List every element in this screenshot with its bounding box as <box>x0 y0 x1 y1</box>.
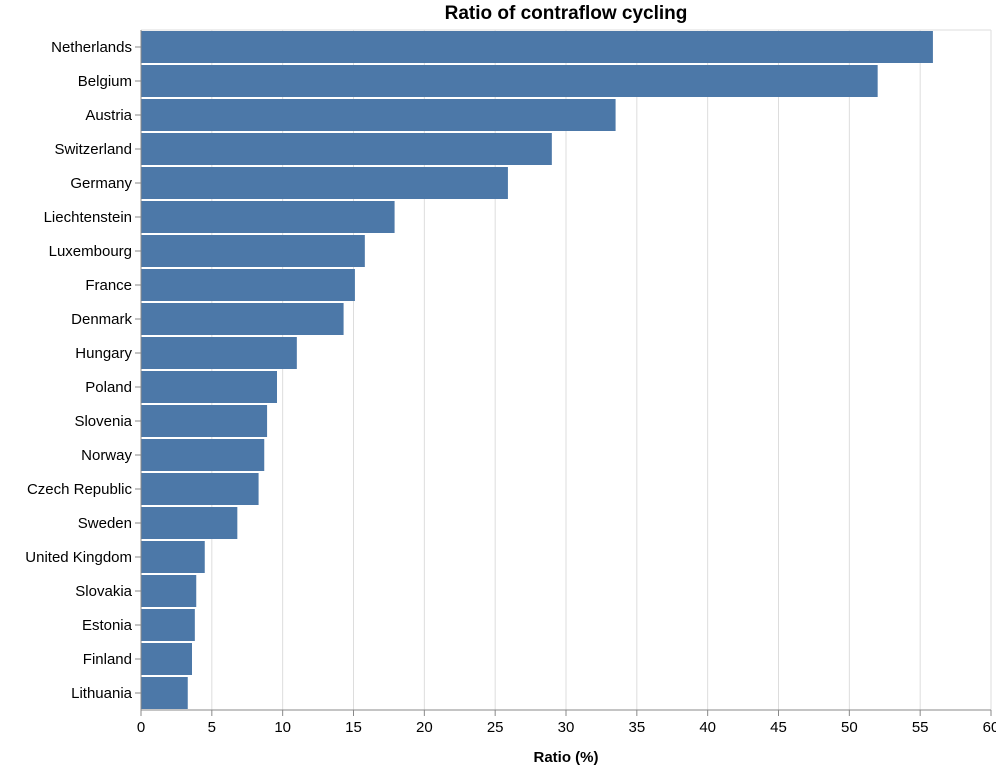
x-tick-label: 55 <box>912 719 929 736</box>
x-tick-label: 40 <box>699 719 716 736</box>
y-tick-label: United Kingdom <box>25 549 132 566</box>
bar-estonia <box>141 609 195 641</box>
y-tick-label: Netherlands <box>51 39 132 56</box>
y-tick-label: Poland <box>85 379 132 396</box>
bars <box>141 31 933 709</box>
x-tick-label: 60 <box>983 719 996 736</box>
bar-finland <box>141 643 192 675</box>
bar-hungary <box>141 337 297 369</box>
y-tick-label: Estonia <box>82 617 133 634</box>
bar-austria <box>141 99 616 131</box>
x-axis-title: Ratio (%) <box>534 749 599 766</box>
x-tick-label: 50 <box>841 719 858 736</box>
y-tick-label: Switzerland <box>54 141 132 158</box>
bar-norway <box>141 439 265 471</box>
bar-belgium <box>141 65 878 97</box>
y-axis: Netherlands Belgium Austria Switzerland Germ… <box>25 30 142 710</box>
y-tick-label: Belgium <box>78 73 132 90</box>
bar-germany <box>141 167 508 199</box>
y-tick-label: Norway <box>81 447 132 464</box>
bar-netherlands <box>141 31 933 63</box>
x-tick-label: 0 <box>137 719 145 736</box>
x-axis: 0 5 10 15 20 25 30 35 40 45 50 55 60 <box>137 709 996 736</box>
gridlines <box>140 29 992 710</box>
y-tick-label: Sweden <box>78 515 132 532</box>
y-tick-label: France <box>85 277 132 294</box>
bar-sweden <box>141 507 238 539</box>
x-tick-label: 5 <box>208 719 216 736</box>
y-tick-label: Slovakia <box>75 583 132 600</box>
y-tick-label: Denmark <box>71 311 132 328</box>
bar-czech-republic <box>141 473 259 505</box>
y-tick-label: Germany <box>70 175 132 192</box>
y-tick-label: Austria <box>85 107 132 124</box>
bar-poland <box>141 371 277 403</box>
y-tick-label: Lithuania <box>71 685 133 702</box>
bar-denmark <box>141 303 344 335</box>
x-tick-label: 15 <box>345 719 362 736</box>
y-tick-label: Finland <box>83 651 132 668</box>
bar-slovakia <box>141 575 197 607</box>
y-tick-label: Hungary <box>75 345 132 362</box>
bar-luxembourg <box>141 235 365 267</box>
y-tick-label: Luxembourg <box>49 243 132 260</box>
x-tick-label: 10 <box>274 719 291 736</box>
y-tick-label: Czech Republic <box>27 481 133 498</box>
x-tick-label: 25 <box>487 719 504 736</box>
bar-france <box>141 269 355 301</box>
y-tick-label: Slovenia <box>74 413 132 430</box>
bar-liechtenstein <box>141 201 395 233</box>
x-tick-label: 45 <box>770 719 787 736</box>
x-tick-label: 35 <box>628 719 645 736</box>
x-tick-label: 30 <box>558 719 575 736</box>
chart-title: Ratio of contraflow cycling <box>445 3 688 24</box>
y-tick-label: Liechtenstein <box>44 209 132 226</box>
bar-switzerland <box>141 133 552 165</box>
x-tick-label: 20 <box>416 719 433 736</box>
bar-united-kingdom <box>141 541 205 573</box>
bar-slovenia <box>141 405 268 437</box>
bar-lithuania <box>141 677 188 709</box>
